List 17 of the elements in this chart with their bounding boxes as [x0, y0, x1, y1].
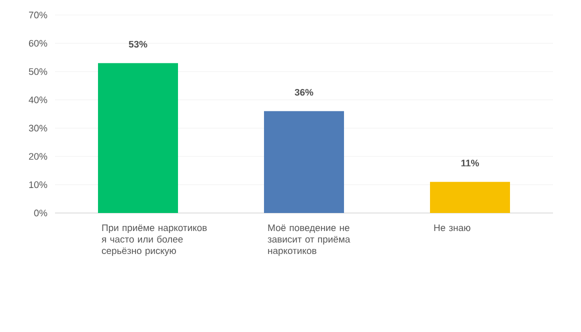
x-tick-label: Моё поведение не зависит от приёма наркотиков: [268, 224, 350, 256]
x-tick-label: При приёме наркотиков я часто или более серьёзно рискую: [102, 224, 207, 256]
y-tick-label: 20%: [29, 153, 48, 160]
bar: [98, 63, 178, 213]
y-tick-label: 60%: [29, 40, 48, 47]
bar: [264, 111, 344, 213]
data-label: 36%: [294, 88, 314, 96]
x-tick-label: Не знаю: [434, 224, 470, 232]
bar: [430, 182, 510, 213]
y-tick-label: 10%: [29, 181, 48, 188]
data-label: 53%: [128, 40, 148, 48]
y-tick-label: 30%: [28, 124, 48, 132]
y-tick-label: 50%: [28, 68, 48, 75]
y-tick-label: 0%: [34, 210, 48, 216]
y-tick-label: 70%: [29, 12, 48, 18]
y-tick-label: 40%: [28, 96, 48, 104]
data-label: 11%: [461, 160, 479, 166]
